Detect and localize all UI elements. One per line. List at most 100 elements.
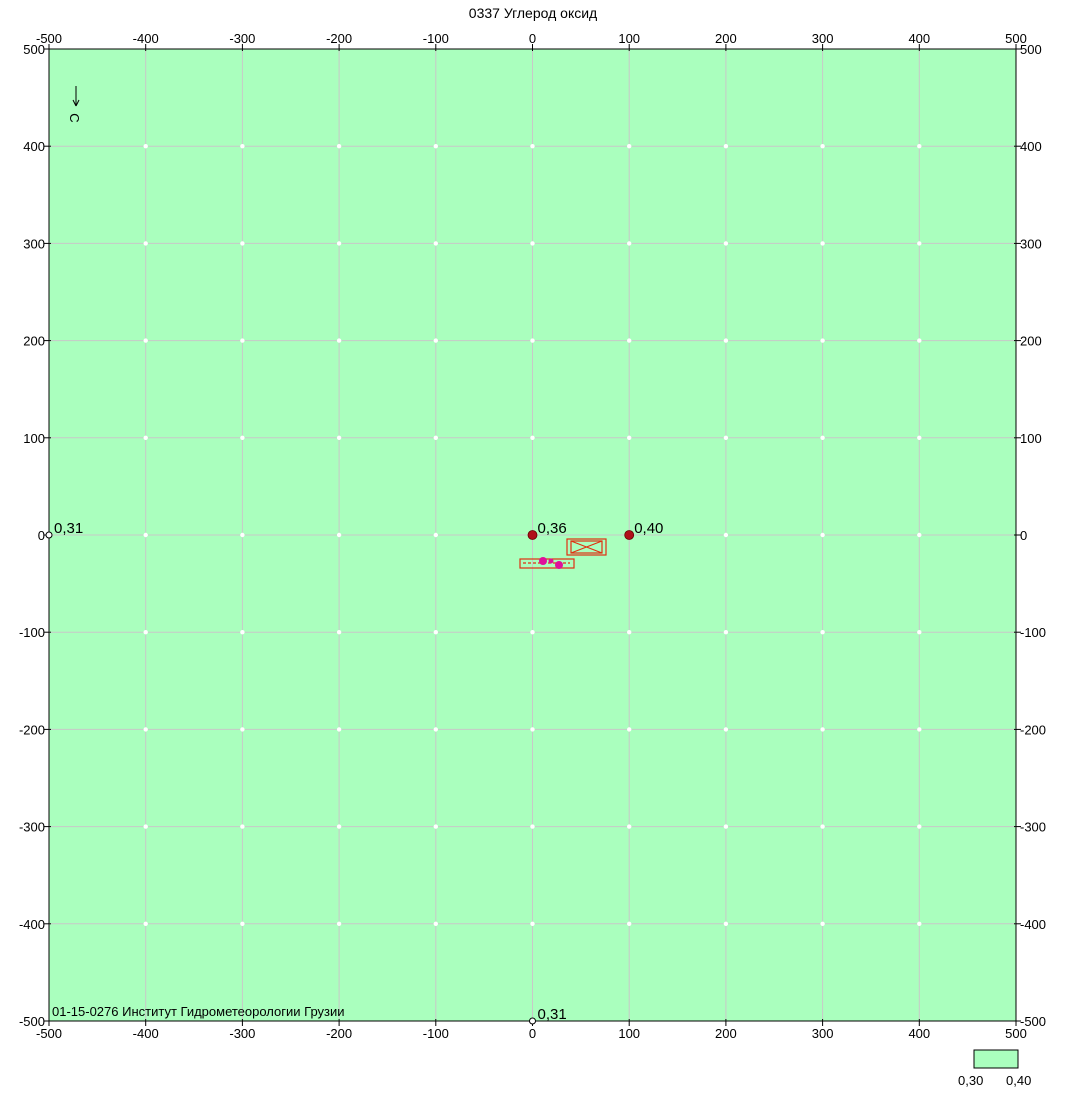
legend-label-min: 0,30	[958, 1073, 983, 1088]
y-tick-label-right: 500	[1020, 42, 1042, 57]
x-tick-label-bottom: 400	[908, 1026, 930, 1041]
y-tick-label-right: -500	[1020, 1014, 1046, 1029]
x-tick-label-top: 300	[812, 31, 834, 46]
grid-node	[917, 921, 922, 926]
x-tick-label-bottom: 300	[812, 1026, 834, 1041]
grid-node	[917, 241, 922, 246]
x-tick-label-bottom: -200	[326, 1026, 352, 1041]
grid-node	[336, 727, 342, 732]
x-tick-label-top: 100	[618, 31, 640, 46]
grid-node	[627, 338, 632, 343]
grid-node	[336, 435, 342, 440]
grid-node	[143, 532, 148, 538]
grid-node	[143, 241, 148, 246]
concentration-point-marker	[529, 1017, 536, 1025]
y-tick-label-left: -300	[19, 820, 45, 835]
emission-point	[539, 557, 547, 565]
grid-node	[530, 241, 535, 246]
grid-node	[917, 824, 922, 829]
y-tick-label-left: 400	[23, 139, 45, 154]
grid-node	[530, 824, 535, 829]
grid-node	[433, 824, 438, 829]
area-source-1	[566, 538, 607, 556]
concentration-point-label: 0,36	[538, 520, 567, 537]
grid-node	[723, 921, 729, 926]
grid-node	[433, 338, 438, 343]
footer-text: 01-15-0276 Институт Гидрометеорологии Гр…	[52, 1004, 345, 1019]
map-title: 0337 Углерод оксид	[469, 5, 597, 21]
grid-node	[820, 630, 825, 635]
grid-node	[530, 727, 535, 732]
grid-node	[627, 435, 632, 440]
grid-node	[723, 727, 729, 732]
emission-sources	[519, 538, 607, 569]
grid-node	[820, 727, 825, 732]
grid-node	[723, 532, 729, 538]
grid-node	[240, 532, 245, 538]
compass-icon: С	[67, 86, 82, 123]
grid-node	[433, 630, 438, 635]
grid-node	[820, 338, 825, 343]
y-tick-label-right: -300	[1020, 820, 1046, 835]
x-tick-label-top: -300	[229, 31, 255, 46]
x-tick-label-top: -100	[423, 31, 449, 46]
x-tick-label-bottom: 500	[1005, 1026, 1027, 1041]
x-tick-label-bottom: -500	[36, 1026, 62, 1041]
grid-node	[240, 435, 245, 440]
grid-node	[723, 338, 729, 343]
grid-node	[336, 824, 342, 829]
grid-node	[336, 532, 342, 538]
x-tick-label-bottom: -400	[133, 1026, 159, 1041]
y-tick-label-right: -400	[1020, 917, 1046, 932]
grid-node	[627, 241, 632, 246]
grid-node	[530, 144, 535, 149]
area-source-2	[519, 558, 575, 569]
grid-node	[820, 144, 825, 149]
y-tick-label-right: 400	[1020, 139, 1042, 154]
grid-node	[143, 727, 148, 732]
y-tick-label-left: 0	[38, 528, 45, 543]
grid-nodes	[143, 144, 922, 926]
emission-point	[548, 558, 554, 564]
emission-points	[539, 557, 563, 569]
tick-labels: -500-500-400-400-300-300-200-200-100-100…	[19, 31, 1046, 1041]
grid-node	[917, 435, 922, 440]
grid-node	[820, 435, 825, 440]
grid-node	[240, 824, 245, 829]
emission-point	[555, 561, 563, 569]
grid-node	[433, 435, 438, 440]
x-tick-label-bottom: -300	[229, 1026, 255, 1041]
grid-node	[530, 921, 535, 926]
compass-letter: С	[67, 113, 82, 122]
grid-node	[917, 727, 922, 732]
grid-node	[723, 435, 729, 440]
grid-node	[433, 727, 438, 732]
x-tick-label-top: 400	[908, 31, 930, 46]
grid-node	[530, 435, 535, 440]
grid-node	[627, 144, 632, 149]
grid-node	[530, 630, 535, 635]
y-tick-label-right: -200	[1020, 722, 1046, 737]
y-tick-label-right: 300	[1020, 236, 1042, 251]
grid-node	[917, 630, 922, 635]
legend-swatch	[973, 1049, 1019, 1069]
grid-node	[143, 824, 148, 829]
grid-node	[627, 921, 632, 926]
x-tick-label-top: -500	[36, 31, 62, 46]
grid-node	[240, 921, 245, 926]
concentration-point-marker	[527, 530, 538, 540]
grid-node	[336, 338, 342, 343]
grid-node	[723, 824, 729, 829]
legend: 0,30 0,40	[958, 1049, 1031, 1088]
concentration-point-label: 0,40	[634, 520, 663, 537]
grid-node	[336, 241, 342, 246]
grid-node	[723, 630, 729, 635]
legend-label-max: 0,40	[1006, 1073, 1031, 1088]
x-tick-label-top: -200	[326, 31, 352, 46]
grid-node	[433, 144, 438, 149]
grid-node	[143, 435, 148, 440]
grid-node	[917, 338, 922, 343]
grid-node	[240, 241, 245, 246]
x-tick-label-bottom: 200	[715, 1026, 737, 1041]
